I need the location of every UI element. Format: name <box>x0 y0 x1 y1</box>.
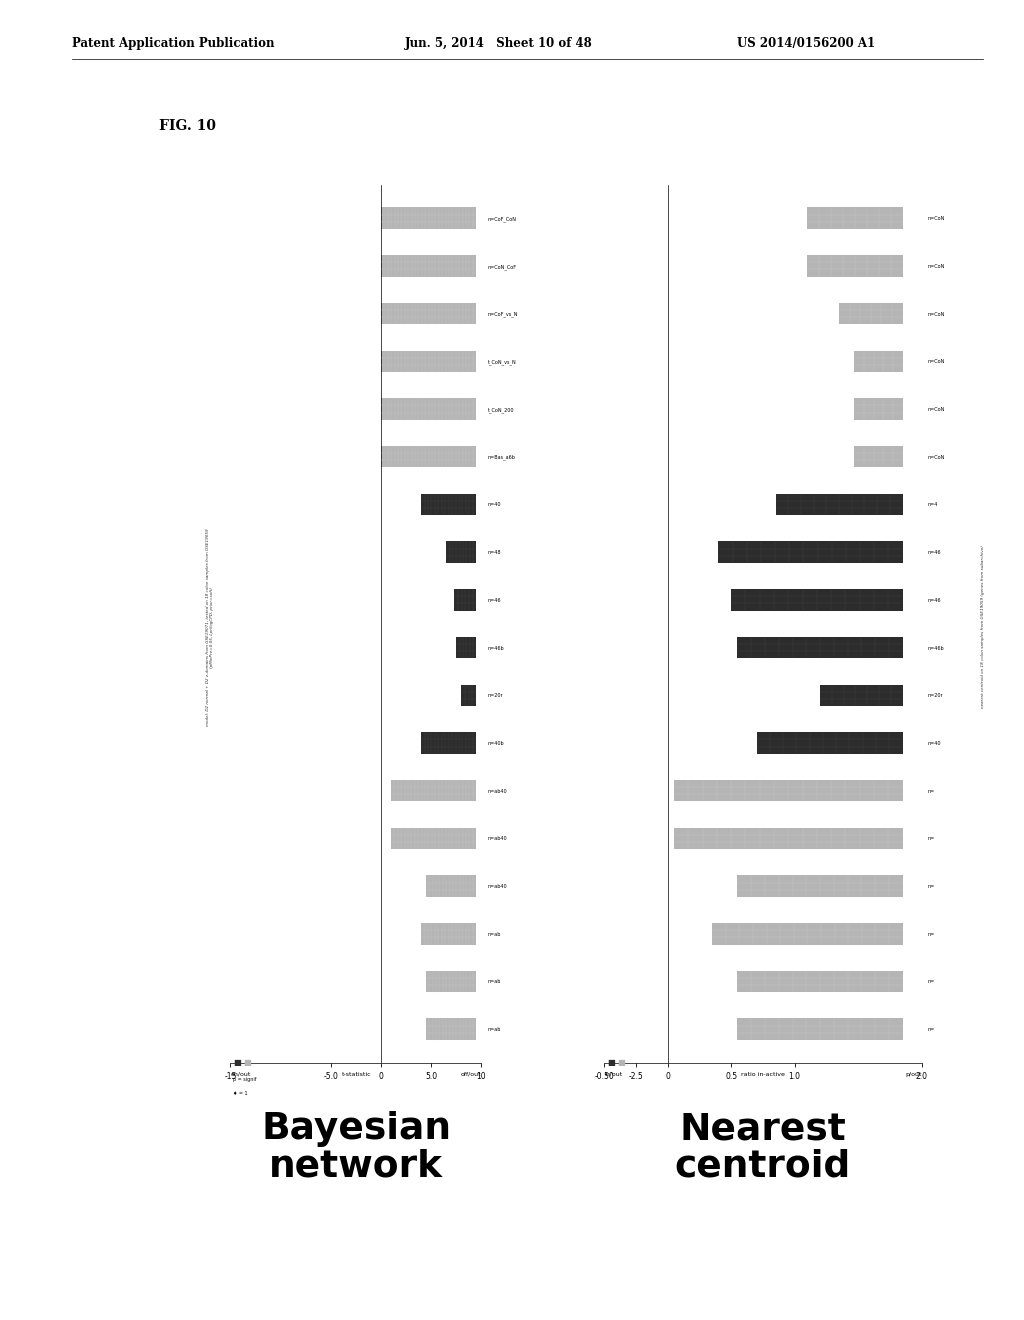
Text: in/out: in/out <box>604 1072 623 1077</box>
Bar <box>839 302 902 325</box>
Bar <box>381 255 476 277</box>
Bar <box>446 541 476 562</box>
Bar <box>820 685 902 706</box>
Bar <box>426 1019 476 1040</box>
Bar <box>391 780 476 801</box>
Text: ■: ■ <box>244 1057 252 1067</box>
Text: US 2014/0156200 A1: US 2014/0156200 A1 <box>737 37 876 50</box>
Text: FIG. 10: FIG. 10 <box>159 119 216 133</box>
Text: on/out: on/out <box>230 1072 251 1077</box>
Text: t-statistic: t-statistic <box>342 1072 371 1077</box>
Bar <box>775 494 902 515</box>
Bar <box>712 923 902 945</box>
Bar <box>461 685 476 706</box>
Bar <box>674 828 902 849</box>
Bar <box>807 255 902 277</box>
Text: ■: ■ <box>617 1057 626 1067</box>
Bar <box>731 589 902 611</box>
Bar <box>719 541 902 562</box>
Text: ■: ■ <box>233 1057 242 1067</box>
Bar <box>854 351 902 372</box>
Bar <box>421 494 476 515</box>
Text: p/out: p/out <box>905 1072 922 1077</box>
Text: ratio in-active: ratio in-active <box>741 1072 784 1077</box>
Text: Bayesian
network: Bayesian network <box>261 1111 452 1185</box>
Bar <box>426 970 476 993</box>
Bar <box>457 636 476 659</box>
Bar <box>381 399 476 420</box>
Text: p = signif: p = signif <box>233 1077 257 1082</box>
Text: nearest centroid on 18 colon samples from GSE19059 (genes from subarchive): nearest centroid on 18 colon samples fro… <box>981 545 985 709</box>
Bar <box>381 207 476 228</box>
Text: off/out: off/out <box>461 1072 481 1077</box>
Text: Patent Application Publication: Patent Application Publication <box>72 37 274 50</box>
Text: ♦ = 1: ♦ = 1 <box>233 1090 248 1096</box>
Bar <box>426 875 476 896</box>
Bar <box>381 351 476 372</box>
Bar <box>854 399 902 420</box>
Bar <box>854 446 902 467</box>
Bar <box>391 828 476 849</box>
Text: Nearest
centroid: Nearest centroid <box>675 1111 851 1185</box>
Text: Jun. 5, 2014   Sheet 10 of 48: Jun. 5, 2014 Sheet 10 of 48 <box>404 37 592 50</box>
Bar <box>381 446 476 467</box>
Bar <box>737 636 902 659</box>
Bar <box>455 589 476 611</box>
Bar <box>737 1019 902 1040</box>
Bar <box>737 875 902 896</box>
Bar <box>674 780 902 801</box>
Text: model: D2 normal + D2 z-domains from GSE19071, tested on 18 colon samples from G: model: D2 normal + D2 z-domains from GSE… <box>206 528 214 726</box>
Bar <box>757 733 902 754</box>
Text: ■: ■ <box>607 1057 615 1067</box>
Bar <box>421 733 476 754</box>
Bar <box>807 207 902 228</box>
Bar <box>737 970 902 993</box>
Bar <box>421 923 476 945</box>
Bar <box>381 302 476 325</box>
